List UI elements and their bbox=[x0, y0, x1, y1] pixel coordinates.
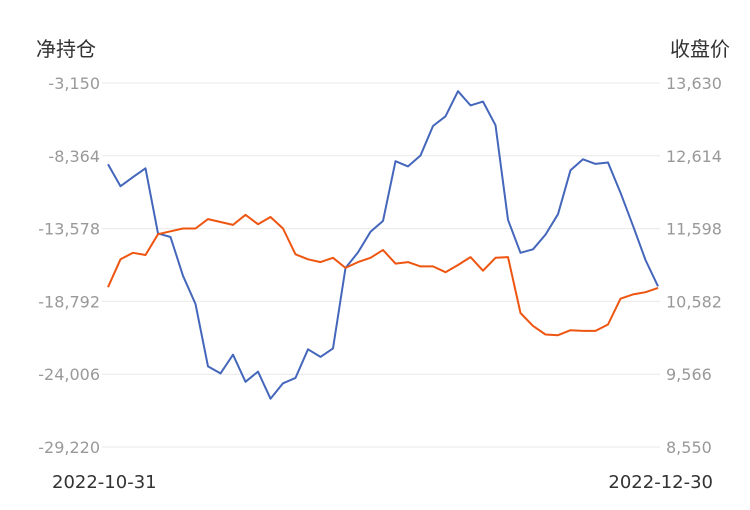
right-tick-label: 10,582 bbox=[666, 292, 722, 311]
right-axis-ticks: 13,630 12,614 11,598 10,582 9,566 8,550 bbox=[666, 74, 722, 457]
x-start-label: 2022-10-31 bbox=[52, 472, 157, 493]
x-end-label: 2022-12-30 bbox=[608, 472, 713, 493]
right-tick-label: 12,614 bbox=[666, 147, 722, 166]
left-tick-label: -8,364 bbox=[48, 147, 100, 166]
right-tick-label: 9,566 bbox=[666, 365, 712, 384]
right-tick-label: 8,550 bbox=[666, 438, 712, 457]
grid-lines bbox=[102, 82, 660, 448]
left-axis-ticks: -3,150 -8,364 -13,578 -18,792 -24,006 -29,220 bbox=[38, 74, 100, 457]
left-tick-label: -13,578 bbox=[38, 220, 100, 239]
left-tick-label: -24,006 bbox=[38, 365, 100, 384]
right-axis-title: 收盘价 bbox=[670, 37, 730, 61]
left-axis-title: 净持仓 bbox=[36, 37, 96, 61]
left-tick-label: -3,150 bbox=[48, 74, 100, 93]
series-lines bbox=[107, 90, 659, 400]
right-tick-label: 11,598 bbox=[666, 220, 722, 239]
net-position-series-line bbox=[107, 90, 659, 400]
close-price-series-line bbox=[107, 213, 659, 337]
left-tick-label: -29,220 bbox=[38, 438, 100, 457]
left-tick-label: -18,792 bbox=[38, 292, 100, 311]
right-tick-label: 13,630 bbox=[666, 74, 722, 93]
